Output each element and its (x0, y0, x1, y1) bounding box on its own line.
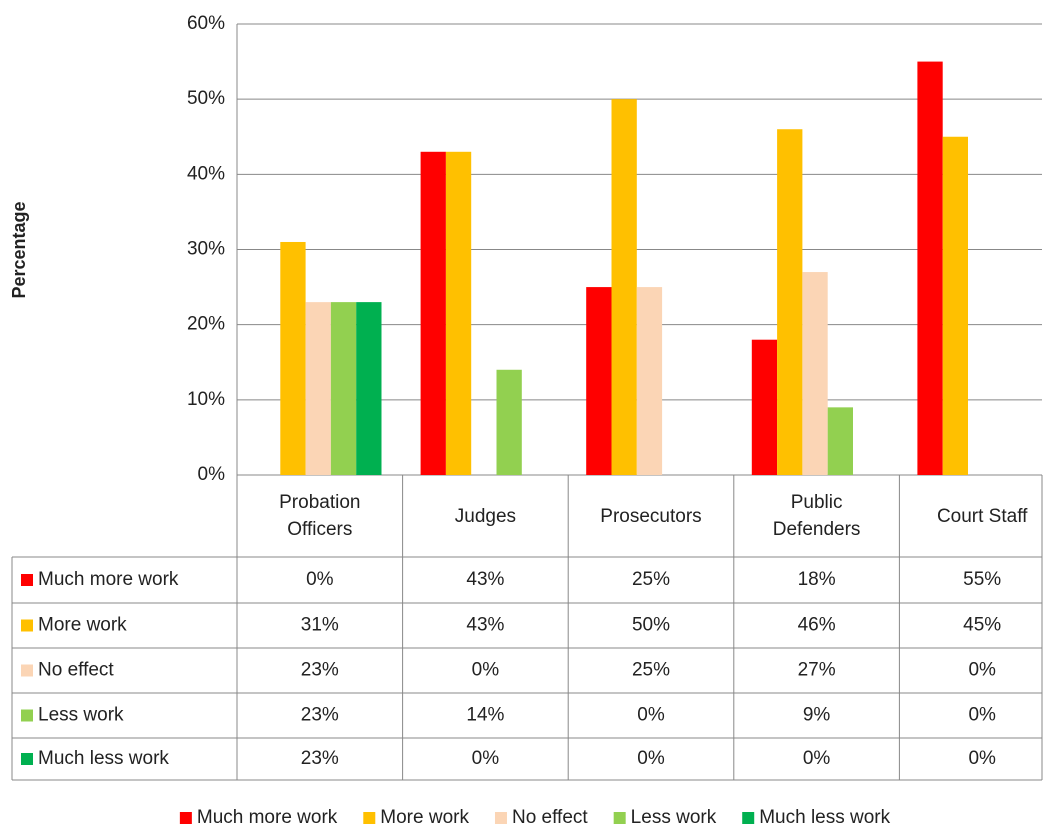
bar (611, 99, 637, 476)
table-cell: 0% (637, 748, 665, 769)
bar (751, 339, 778, 475)
table-cell: 25% (632, 660, 670, 681)
table-cell: 43% (466, 615, 504, 636)
table-cell: 0% (306, 569, 334, 590)
bar (305, 302, 331, 475)
table-cell: 23% (301, 748, 339, 769)
table-cell: 43% (466, 569, 504, 590)
x-tick-label: Public Defenders (772, 492, 861, 540)
table-legend-key (21, 709, 33, 722)
table-cell: 9% (803, 705, 831, 726)
table-cell: 45% (963, 615, 1001, 636)
table-cell: 14% (466, 705, 504, 726)
bar (496, 369, 522, 475)
table-cell: 31% (301, 615, 339, 636)
legend: Much more work More work No effect Less wor… (179, 807, 891, 827)
table-legend-key (21, 664, 33, 677)
y-tick-label: 40% (187, 163, 225, 184)
y-tick-label: 30% (187, 239, 225, 260)
table-cell: 0% (968, 705, 996, 726)
legend-label: No effect (512, 807, 588, 827)
table-row-label: More work (38, 615, 127, 636)
table-legend-key (21, 619, 33, 632)
bar (420, 151, 446, 476)
bar (827, 407, 853, 475)
y-tick-label: 10% (187, 389, 225, 410)
bar (330, 302, 357, 475)
y-axis-label: Percentage (9, 201, 29, 298)
x-tick-label: Probation Officers (279, 492, 361, 540)
bar (777, 129, 803, 475)
table-cell: 50% (632, 615, 670, 636)
legend-key (363, 812, 376, 824)
table-cell: 46% (798, 615, 836, 636)
table-cell: 27% (798, 660, 836, 681)
bar (586, 287, 612, 475)
legend-label: More work (380, 807, 469, 827)
table-row-label: Much more work (38, 569, 179, 590)
table-cell: 0% (637, 705, 665, 726)
category-cell: Probation Officers (279, 492, 361, 540)
bar (356, 302, 382, 475)
bar (917, 61, 943, 475)
table-cell: 18% (798, 569, 836, 590)
bar (280, 241, 306, 475)
table-legend-key (21, 753, 33, 765)
legend-label: Much less work (759, 807, 890, 827)
legend-key (179, 812, 192, 824)
table-row-label: No effect (38, 660, 114, 681)
y-tick-label: 20% (187, 314, 225, 335)
x-tick-label: Judges (454, 505, 517, 527)
table-cell: 0% (472, 748, 500, 769)
table-cell: 0% (968, 660, 996, 681)
legend-key (742, 812, 755, 824)
y-tick-label: 60% (187, 13, 225, 34)
bar (636, 287, 663, 475)
table-cell: 23% (301, 705, 339, 726)
table-row-label: Less work (38, 705, 124, 726)
category-cell: Court Staff (936, 505, 1028, 527)
x-tick-label: Prosecutors (600, 505, 702, 527)
category-cell: Public Defenders (772, 492, 861, 540)
y-tick-label: 50% (187, 88, 225, 109)
table-row-label: Much less work (38, 748, 169, 769)
table-cell: 55% (963, 569, 1001, 590)
table-cell: 0% (803, 748, 831, 769)
bar (942, 136, 968, 475)
legend-key (494, 812, 507, 824)
table-cell: 25% (632, 569, 670, 590)
category-cell: Judges (454, 505, 517, 527)
legend-label: Much more work (197, 807, 338, 827)
x-tick-label: Court Staff (936, 505, 1028, 527)
table-legend-key (21, 574, 33, 586)
legend-label: Less work (631, 807, 717, 827)
bar (445, 151, 472, 476)
table-cell: 0% (472, 660, 500, 681)
category-cell: Prosecutors (600, 505, 702, 527)
legend-key (613, 812, 626, 824)
table-cell: 23% (301, 660, 339, 681)
table-cell: 0% (968, 748, 996, 769)
bar (802, 272, 828, 475)
y-tick-label: 0% (198, 464, 226, 485)
